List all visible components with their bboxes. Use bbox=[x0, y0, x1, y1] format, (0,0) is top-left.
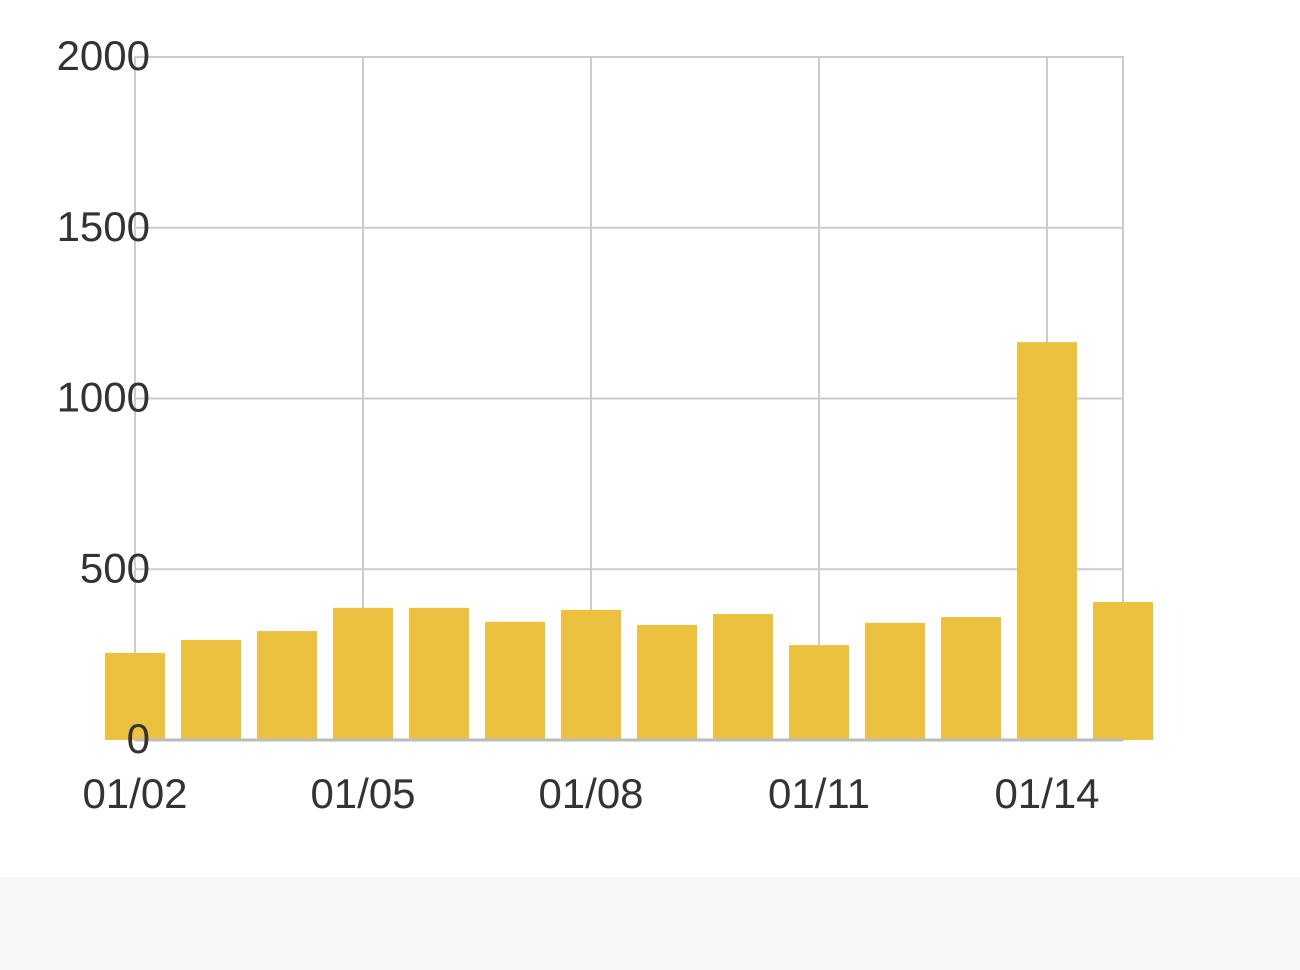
bar bbox=[561, 609, 621, 740]
x-tick-label: 01/02 bbox=[82, 770, 187, 817]
bottom-panel bbox=[0, 877, 1300, 970]
bar bbox=[181, 639, 241, 740]
bar bbox=[485, 621, 545, 740]
bar bbox=[941, 617, 1001, 740]
bar bbox=[865, 622, 925, 740]
x-tick-label: 01/11 bbox=[768, 770, 870, 817]
bar bbox=[713, 613, 773, 740]
bar bbox=[409, 607, 469, 740]
bar bbox=[257, 631, 317, 740]
x-tick-label: 01/08 bbox=[538, 770, 643, 817]
bar bbox=[105, 652, 165, 740]
bar bbox=[1093, 602, 1153, 740]
y-tick-label: 1000 bbox=[57, 374, 150, 421]
chart: 01/02 01/05 01/08 01/11 01/14 0 500 1000 1500 200… bbox=[57, 32, 1153, 817]
bar bbox=[1017, 342, 1077, 740]
x-tick-label: 01/14 bbox=[994, 770, 1099, 817]
bar bbox=[333, 607, 393, 740]
bar bbox=[637, 624, 697, 740]
y-tick-label: 0 bbox=[127, 715, 150, 762]
y-tick-label: 1500 bbox=[57, 203, 150, 250]
y-tick-label: 500 bbox=[80, 544, 150, 591]
y-tick-label: 2000 bbox=[57, 32, 150, 79]
x-tick-label: 01/05 bbox=[310, 770, 415, 817]
bar bbox=[789, 645, 849, 740]
